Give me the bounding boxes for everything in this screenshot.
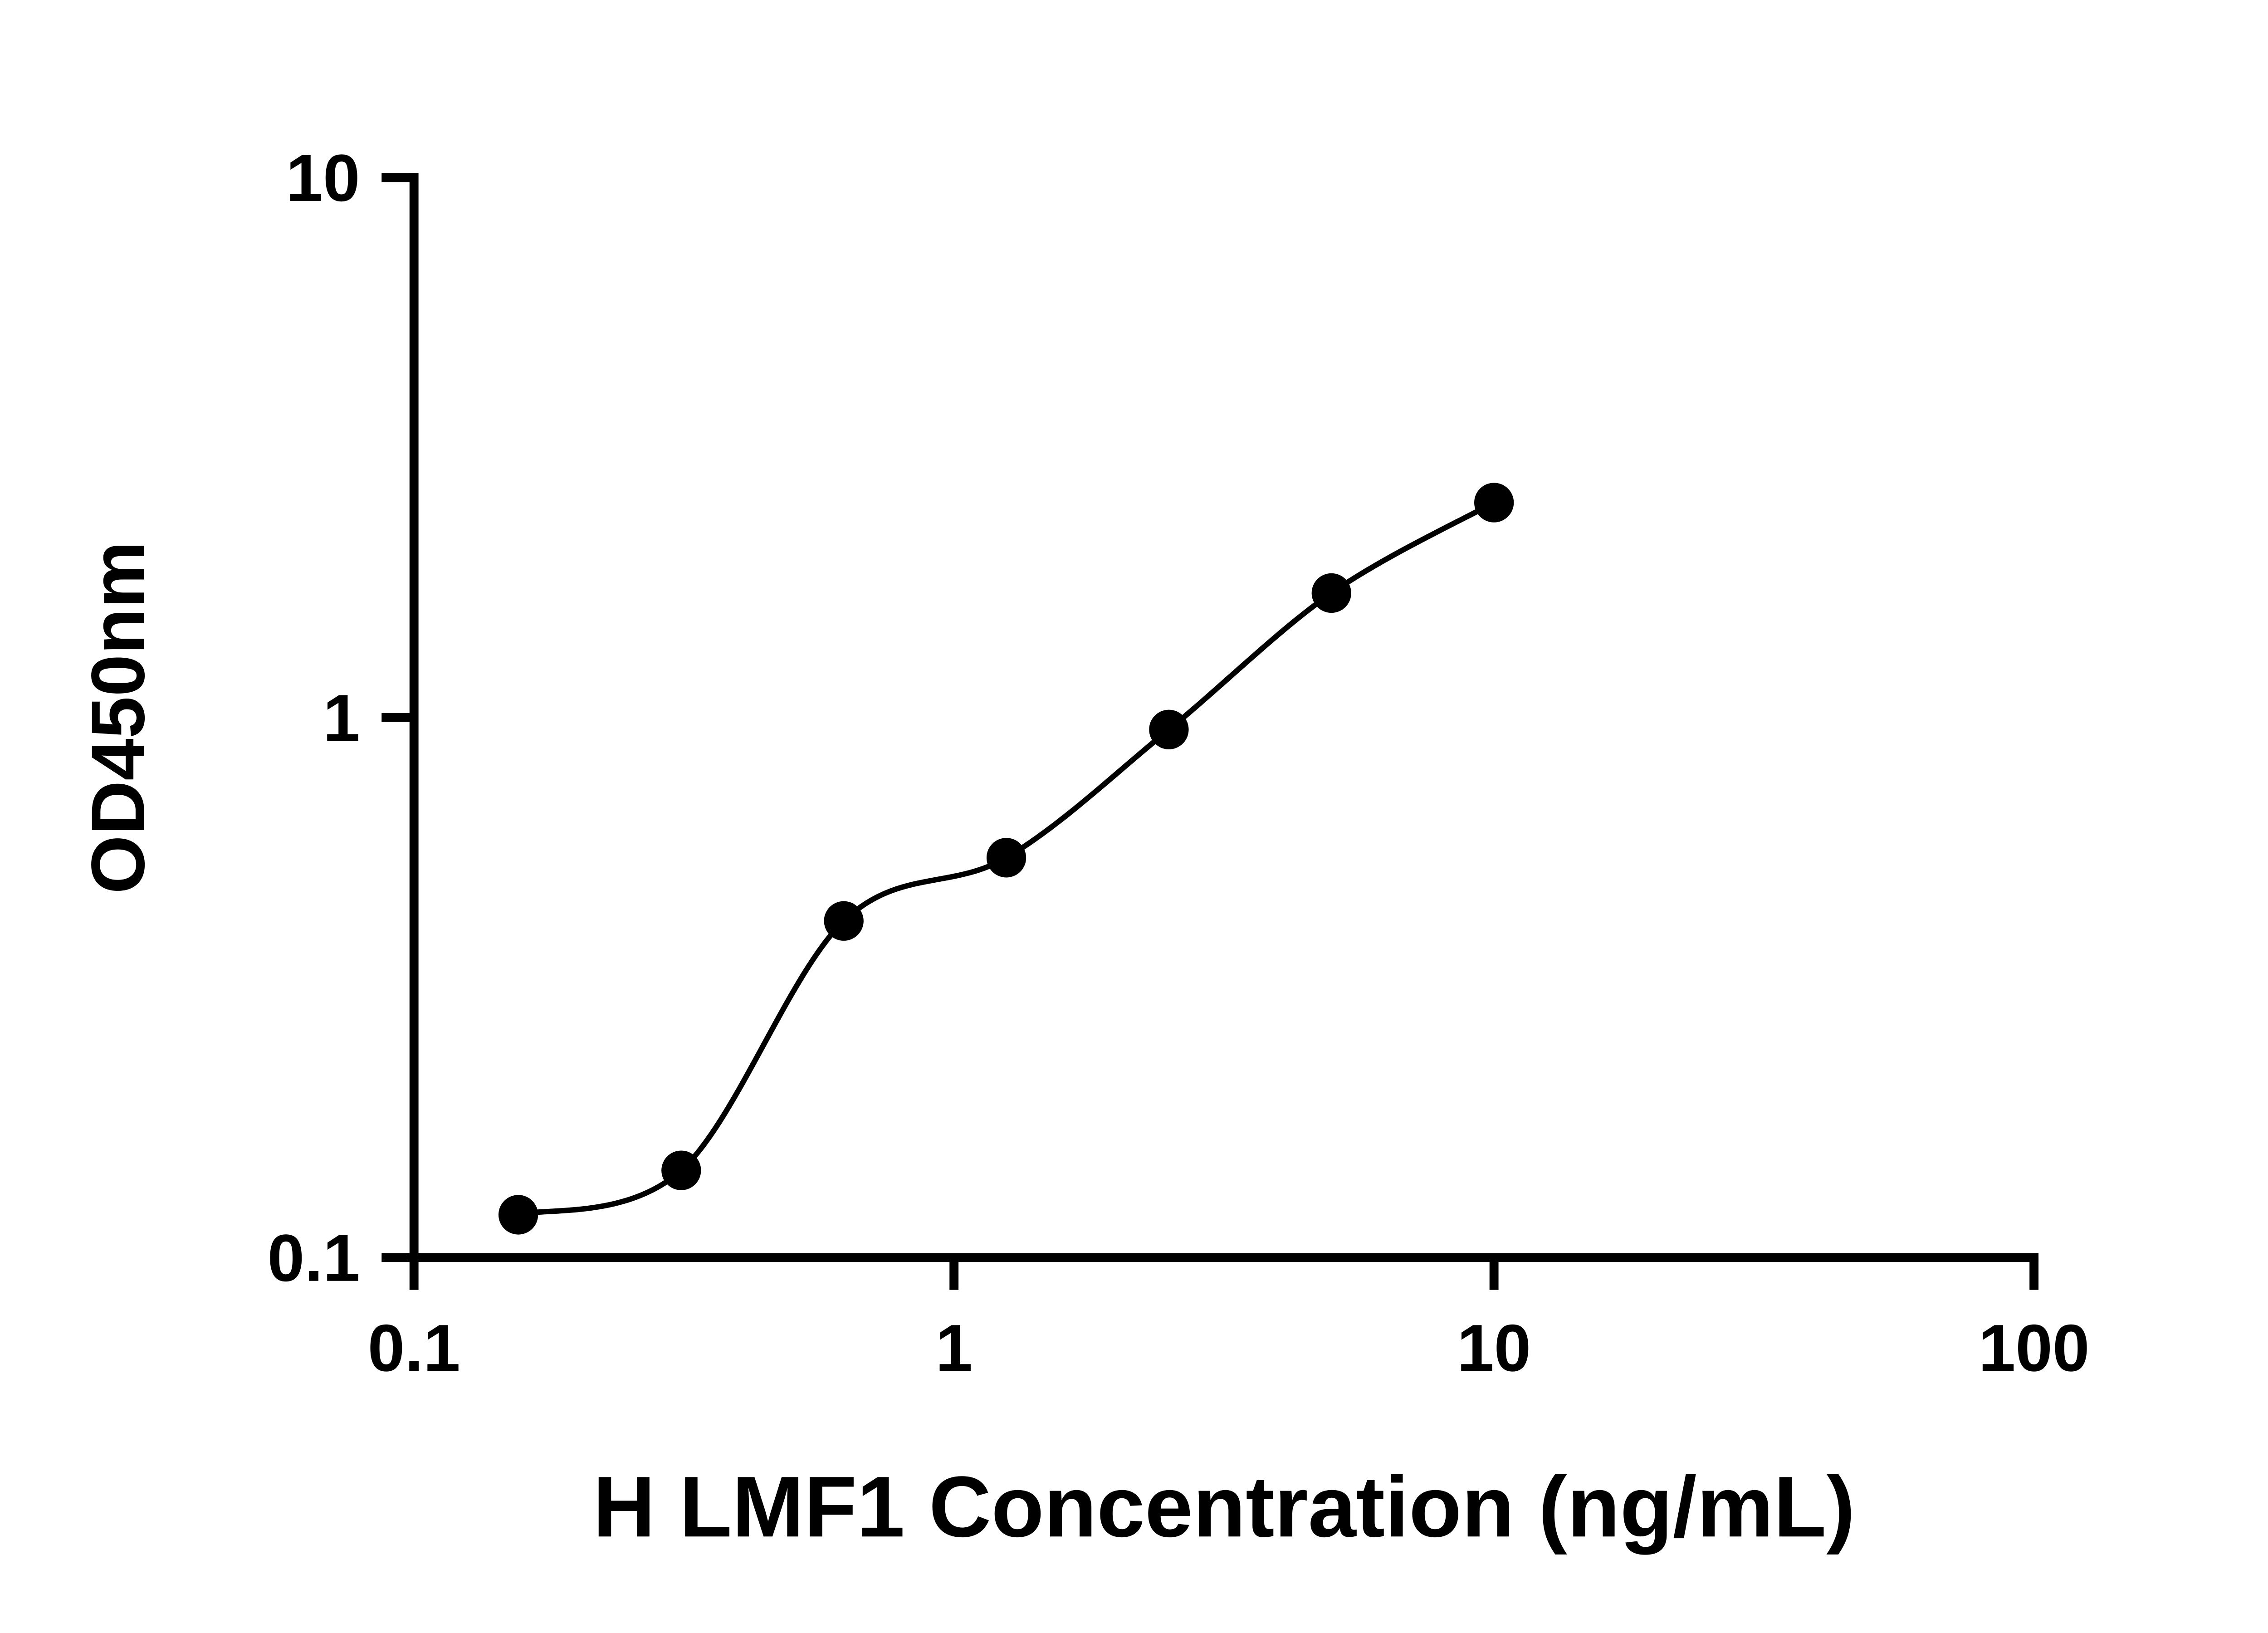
x-tick-label: 10 — [1457, 1311, 1531, 1385]
data-point-marker — [1474, 483, 1514, 523]
plot-area: 0.1 1 10 100 0.1 1 10 — [268, 141, 2090, 1385]
x-axis-title: H LMF1 Concentration (ng/mL) — [593, 1459, 1855, 1555]
x-tick-label: 100 — [1979, 1311, 2090, 1385]
data-point-marker — [1149, 709, 1189, 749]
y-axis-title: OD450nm — [76, 541, 160, 894]
data-point-marker — [498, 1195, 538, 1235]
x-tick-label: 0.1 — [368, 1311, 460, 1385]
x-tick-label: 1 — [935, 1311, 973, 1385]
data-point-marker — [986, 838, 1026, 878]
y-tick-label: 10 — [286, 141, 360, 215]
data-point-marker — [661, 1150, 701, 1190]
y-tick-label: 1 — [323, 681, 360, 755]
data-point-marker — [824, 901, 864, 941]
data-point-marker — [1311, 573, 1351, 613]
axes-spine — [409, 173, 2039, 1262]
y-tick-label: 0.1 — [268, 1221, 360, 1296]
